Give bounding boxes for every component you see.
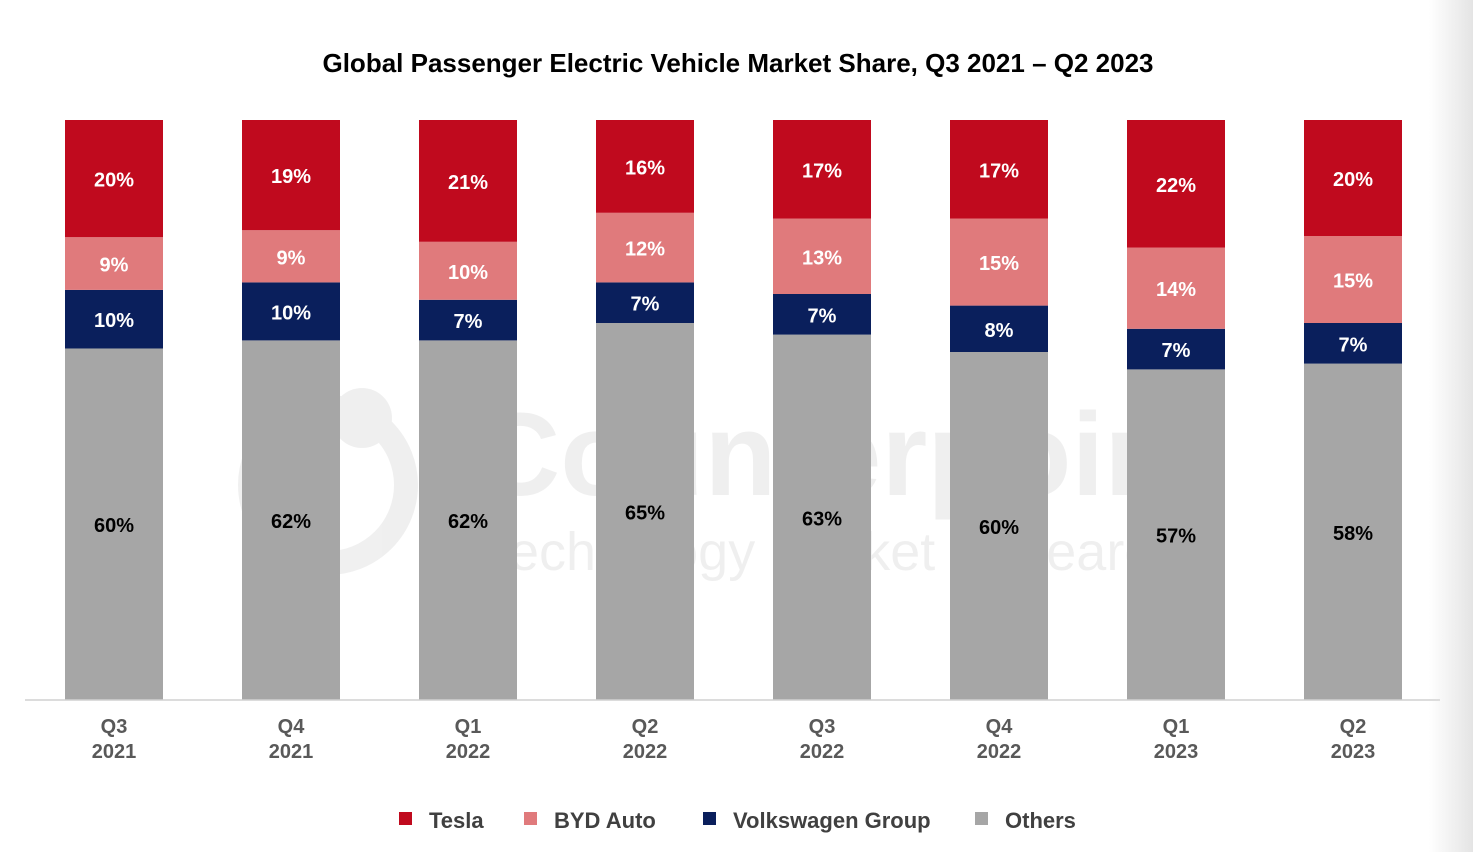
- bar-segment-volkswagen-group: [419, 299, 517, 341]
- x-tick-label: Q4: [278, 716, 306, 738]
- data-label-byd-auto: 9%: [277, 247, 306, 269]
- bar-segment-volkswagen-group: [950, 305, 1048, 352]
- data-label-volkswagen-group: 10%: [271, 302, 311, 324]
- bar-segment-tesla: [596, 120, 694, 213]
- data-label-tesla: 22%: [1156, 175, 1196, 197]
- legend: Tesla BYD Auto Volkswagen Group Others: [399, 808, 1076, 833]
- bar-segment-volkswagen-group: [1127, 328, 1225, 370]
- data-label-byd-auto: 13%: [802, 247, 842, 269]
- data-label-tesla: 17%: [802, 160, 842, 182]
- x-tick-label: Q3: [809, 716, 836, 738]
- watermark: Counterpoint Technology Market Research: [238, 388, 1216, 582]
- data-label-volkswagen-group: 7%: [631, 294, 660, 316]
- bar-segment-others: [65, 348, 163, 700]
- data-label-others: 63%: [802, 508, 842, 530]
- data-label-byd-auto: 10%: [448, 262, 488, 284]
- x-tick-label: Q4: [986, 716, 1014, 738]
- data-label-others: 60%: [979, 517, 1019, 539]
- bar-segment-volkswagen-group: [242, 282, 340, 341]
- x-tick-label: 2021: [92, 741, 137, 763]
- x-tick-label: 2023: [1331, 741, 1376, 763]
- x-tick-label: Q1: [455, 716, 482, 738]
- bar-segment-others: [596, 323, 694, 700]
- legend-swatch-volkswagen-group: [703, 812, 716, 825]
- bar-segment-others: [242, 340, 340, 700]
- bar-segment-tesla: [1304, 120, 1402, 236]
- data-label-byd-auto: 12%: [625, 239, 665, 261]
- bar-segment-byd-auto: [419, 241, 517, 300]
- bar-segment-tesla: [242, 120, 340, 231]
- legend-swatch-tesla: [399, 812, 412, 825]
- x-tick-label: Q3: [101, 716, 128, 738]
- data-label-volkswagen-group: 7%: [454, 311, 483, 333]
- data-label-tesla: 19%: [271, 166, 311, 188]
- bar-segment-byd-auto: [596, 212, 694, 283]
- legend-swatch-byd-auto: [524, 812, 537, 825]
- bar-segment-byd-auto: [65, 237, 163, 290]
- legend-label-volkswagen-group: Volkswagen Group: [733, 808, 931, 833]
- x-axis-labels: Q3 2021 Q4 2021 Q1 2022 Q2 2022 Q3 2022 Q4 2022 Q1 20…: [92, 716, 1376, 763]
- legend-label-byd-auto: BYD Auto: [554, 808, 656, 833]
- data-label-volkswagen-group: 7%: [1339, 334, 1368, 356]
- x-tick-label: 2022: [446, 741, 491, 763]
- x-tick-label: 2022: [623, 741, 668, 763]
- bar-segment-others: [950, 352, 1048, 700]
- data-label-byd-auto: 15%: [1333, 271, 1373, 293]
- x-tick-label: Q2: [1340, 716, 1367, 738]
- data-label-volkswagen-group: 10%: [94, 310, 134, 332]
- data-label-tesla: 21%: [448, 172, 488, 194]
- x-tick-label: 2022: [800, 741, 845, 763]
- data-label-others: 58%: [1333, 523, 1373, 545]
- bar-segment-tesla: [1127, 120, 1225, 248]
- data-label-byd-auto: 14%: [1156, 279, 1196, 301]
- data-label-byd-auto: 15%: [979, 253, 1019, 275]
- x-tick-label: Q1: [1163, 716, 1190, 738]
- data-label-others: 65%: [625, 503, 665, 525]
- bar-segment-tesla: [950, 120, 1048, 219]
- data-label-others: 62%: [271, 511, 311, 533]
- bar-segment-volkswagen-group: [65, 289, 163, 349]
- bar-segment-others: [1127, 369, 1225, 700]
- bar-segment-volkswagen-group: [1304, 323, 1402, 364]
- data-label-volkswagen-group: 7%: [1162, 340, 1191, 362]
- data-label-tesla: 20%: [94, 170, 134, 192]
- data-label-volkswagen-group: 8%: [985, 320, 1014, 342]
- bar-segment-tesla: [419, 120, 517, 242]
- data-label-others: 57%: [1156, 526, 1196, 548]
- bars: 60% 10% 9% 20% 62% 10% 9% 19% 62% 7% 10% 21% 65% 7% 12…: [65, 120, 1402, 700]
- bar-segment-byd-auto: [1127, 247, 1225, 329]
- bar-segment-volkswagen-group: [773, 294, 871, 335]
- bar-segment-byd-auto: [1304, 236, 1402, 323]
- data-label-others: 62%: [448, 511, 488, 533]
- data-label-tesla: 20%: [1333, 169, 1373, 191]
- bar-segment-tesla: [65, 120, 163, 238]
- bar-segment-byd-auto: [242, 230, 340, 283]
- bar-segment-tesla: [773, 120, 871, 219]
- data-label-tesla: 16%: [625, 157, 665, 179]
- bar-segment-byd-auto: [950, 218, 1048, 306]
- legend-label-others: Others: [1005, 808, 1076, 833]
- legend-label-tesla: Tesla: [429, 808, 484, 833]
- chart-title: Global Passenger Electric Vehicle Market…: [322, 48, 1153, 78]
- bar-segment-others: [773, 334, 871, 700]
- data-label-volkswagen-group: 7%: [808, 305, 837, 327]
- bar-segment-others: [1304, 363, 1402, 700]
- data-label-byd-auto: 9%: [100, 255, 129, 277]
- data-label-tesla: 17%: [979, 160, 1019, 182]
- x-tick-label: 2022: [977, 741, 1022, 763]
- bar-segment-others: [419, 340, 517, 700]
- x-tick-label: 2023: [1154, 741, 1199, 763]
- x-tick-label: Q2: [632, 716, 659, 738]
- legend-swatch-others: [975, 812, 988, 825]
- data-label-others: 60%: [94, 515, 134, 537]
- x-tick-label: 2021: [269, 741, 314, 763]
- bar-segment-byd-auto: [773, 218, 871, 294]
- bar-segment-volkswagen-group: [596, 282, 694, 323]
